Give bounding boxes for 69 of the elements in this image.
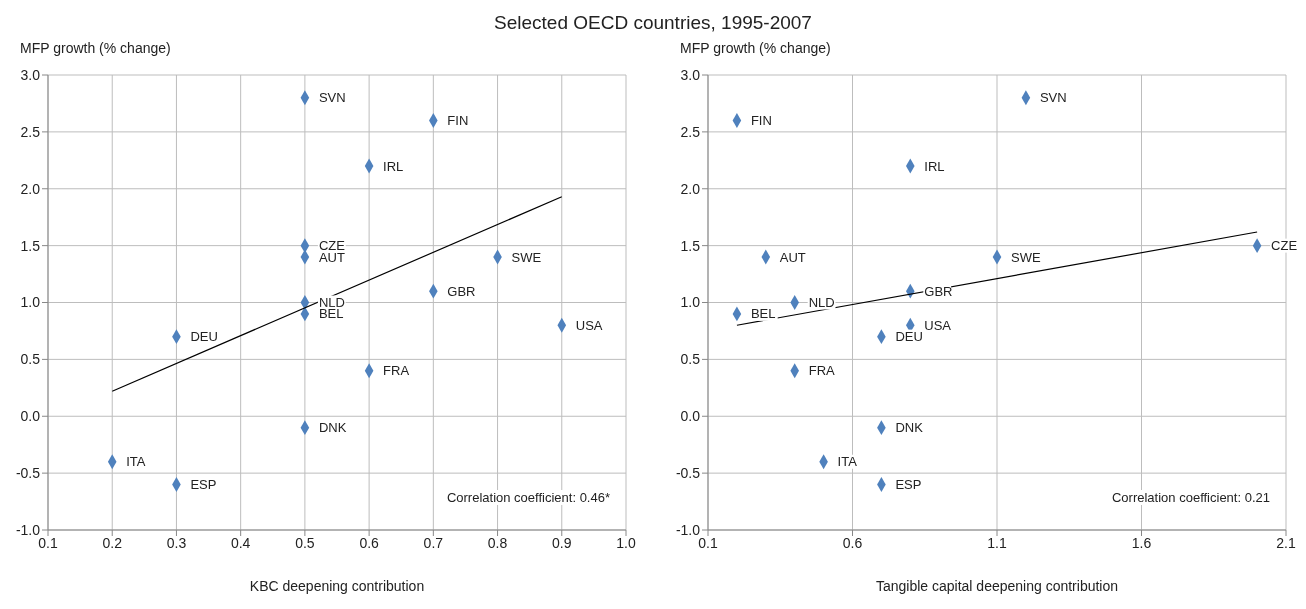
y-tick-label: -0.5 [15,465,41,482]
series-label: FRA [808,363,836,379]
y-tick-label: 0.5 [20,351,41,368]
x-tick-label: 0.9 [552,534,572,551]
series-label: FRA [383,363,410,379]
series-label: CZE [318,238,346,254]
series-label: BEL [750,306,776,322]
x-tick-label: 1.6 [1131,534,1152,551]
series-label: CZE [1271,238,1298,254]
series-label: ITA [126,454,146,470]
series-label: DEU [190,329,218,345]
y-tick-label: 1.5 [20,237,41,254]
y-tick-label: -1.0 [15,521,41,538]
series-label: SVN [318,90,346,106]
annotation: Correlation coefficient: 0.21 [1111,490,1270,505]
series-label: NLD [318,295,345,310]
series-label: DEU [895,329,923,345]
y-tick-label: 0.0 [680,408,701,425]
series-label: DNK [318,420,347,436]
y-tick-label: 1.0 [680,294,701,311]
chart-title: Selected OECD countries, 1995-2007 [493,12,813,34]
series-label: IRL [383,158,404,174]
x-tick-label: 1.0 [616,534,636,551]
series-label: SWE [1011,249,1041,265]
series-label: FIN [750,113,772,128]
y-tick-label: -0.5 [675,465,701,482]
y-tick-label: 0.5 [680,351,701,368]
x-tick-label: 0.1 [698,534,718,551]
y-tick-label: 2.5 [680,123,701,140]
x-tick-label: 0.1 [38,534,58,551]
x-tick-label: 0.5 [295,534,315,551]
x-tick-label: 0.2 [102,534,123,551]
series-label: FIN [447,113,469,128]
y-tick-label: 2.5 [20,123,41,140]
series-label: ESP [895,477,922,492]
series-label: GBR [924,283,953,299]
x-tick-label: 0.3 [166,534,187,551]
series-label: USA [924,317,952,333]
series-label: GBR [447,283,476,299]
annotation: Correlation coefficient: 0.46* [446,490,610,505]
series-label: ESP [190,477,217,492]
x-axis-title: KBC deepening contribution [248,578,426,594]
x-tick-label: 1.1 [987,534,1007,551]
series-label: ITA [837,454,858,470]
y-axis-title: MFP growth (% change) [680,40,831,56]
y-tick-label: 2.0 [680,180,701,197]
series-label: NLD [808,295,835,310]
x-tick-label: 2.1 [1276,534,1296,551]
x-tick-label: 0.7 [423,534,444,551]
series-label: USA [575,317,603,333]
y-tick-label: 2.0 [20,180,41,197]
y-tick-label: 1.0 [20,294,41,311]
x-axis-title: Tangible capital deepening contribution [874,578,1120,594]
series-label: SWE [511,249,542,265]
series-label: IRL [924,158,945,174]
y-tick-label: 3.0 [680,66,701,83]
x-tick-label: 0.4 [230,534,251,551]
x-tick-label: 0.6 [359,534,380,551]
series-label: BEL [318,306,344,322]
y-tick-label: 0.0 [20,408,41,425]
y-tick-label: 1.5 [680,237,701,254]
series-label: DNK [895,420,924,436]
series-label: AUT [779,249,806,265]
y-tick-label: 3.0 [20,66,41,83]
x-tick-label: 0.6 [842,534,863,551]
series-label: SVN [1039,90,1067,106]
y-axis-title: MFP growth (% change) [20,40,171,56]
y-tick-label: -1.0 [675,521,701,538]
x-tick-label: 0.8 [487,534,508,551]
